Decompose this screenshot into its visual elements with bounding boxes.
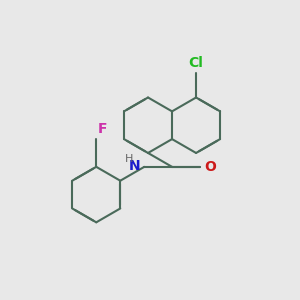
Text: N: N <box>129 159 140 173</box>
Text: O: O <box>205 160 217 174</box>
Text: H: H <box>125 154 134 164</box>
Text: F: F <box>98 122 108 136</box>
Text: Cl: Cl <box>189 56 203 70</box>
